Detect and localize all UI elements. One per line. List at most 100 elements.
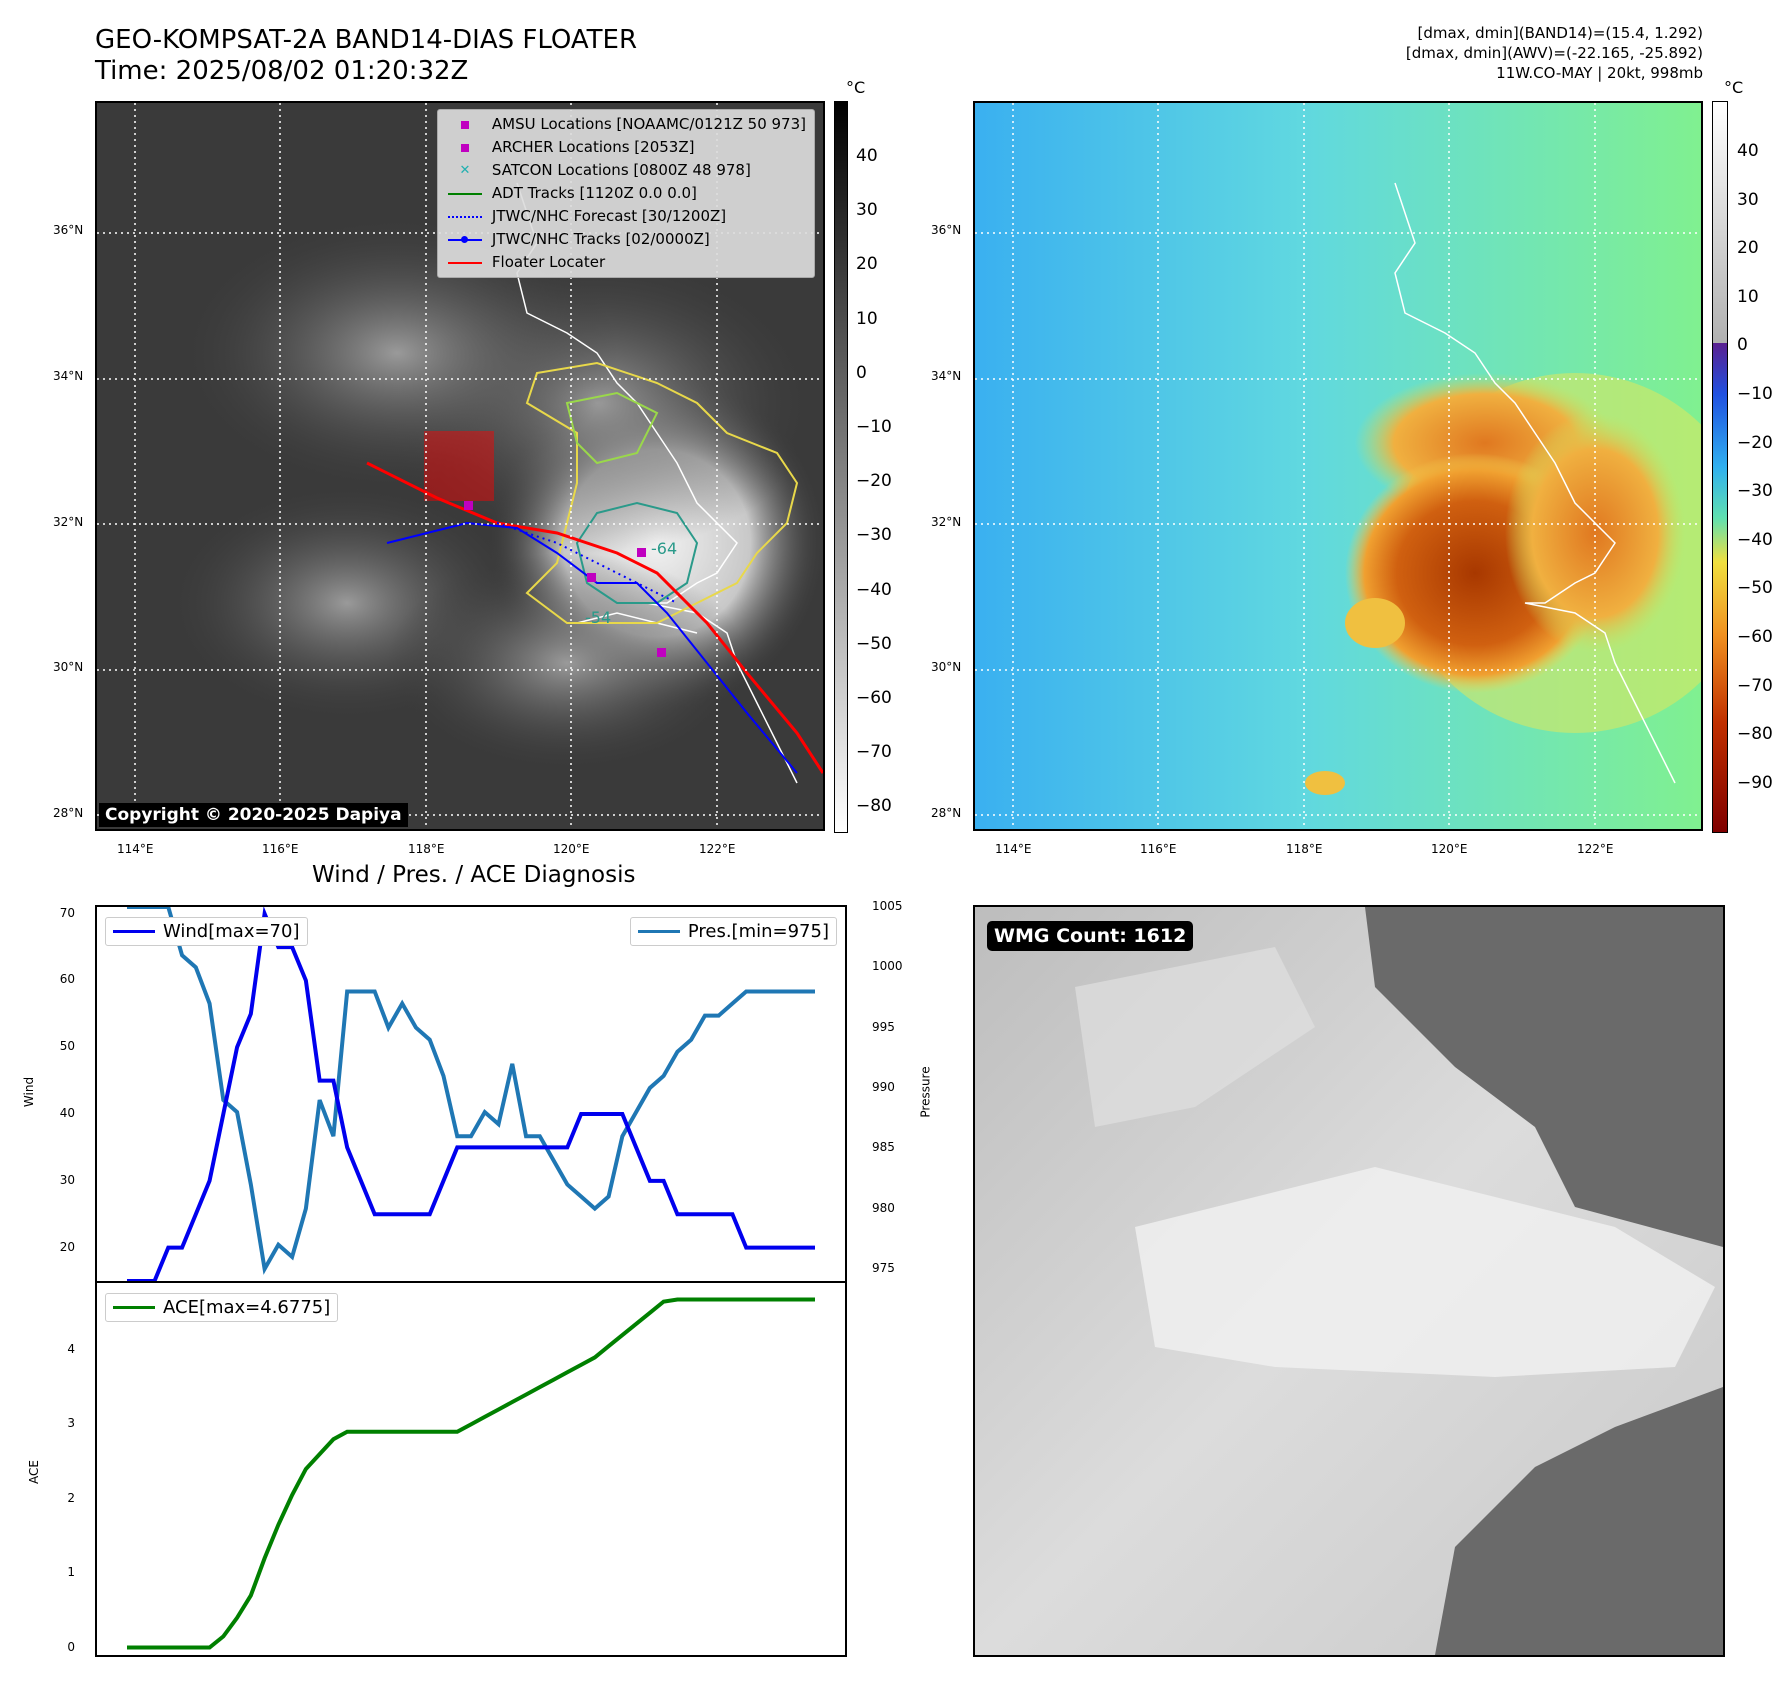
colorbar1-tick-label: −50 — [856, 633, 892, 654]
colorbar1-tick-label: 10 — [856, 308, 878, 329]
ace-chart — [127, 1297, 815, 1650]
ace-axis-label: ACE — [26, 1460, 41, 1484]
legend-label: Floater Locater — [491, 253, 606, 271]
color-map-gridlines — [975, 103, 1701, 829]
contour-label-64: -64 — [651, 539, 678, 558]
lat-label: 32°N — [931, 515, 962, 529]
contour-label-54: -54 — [585, 608, 612, 627]
square-marker-icon — [446, 140, 484, 156]
legend-adt: ADT Tracks [1120Z 0.0 0.0] — [446, 182, 806, 205]
wind-pres-chart — [127, 907, 815, 1281]
lat-label: 30°N — [931, 660, 962, 674]
pressure-axis-label: Pressure — [918, 1066, 933, 1118]
ace-tick-label: 4 — [67, 1341, 75, 1356]
colorbar2-tick-label: −90 — [1737, 772, 1773, 793]
colorbar1-tick-label: −10 — [856, 417, 892, 437]
lon-label: 116°E — [262, 842, 299, 856]
pressure-tick-label: 985 — [872, 1140, 895, 1155]
copyright-badge: Copyright © 2020-2025 Dapiya — [99, 803, 408, 827]
colorbar1-tick-label: −80 — [856, 796, 892, 817]
ace-legend: ACE[max=4.6775] — [105, 1293, 339, 1322]
wind-pres-panel: Wind[max=70] Pres.[min=975] — [95, 905, 847, 1283]
lon-label: 120°E — [1431, 842, 1468, 856]
lat-label: 36°N — [53, 223, 84, 237]
wmg-image — [975, 907, 1723, 1655]
diagnosis-title: Wind / Pres. / ACE Diagnosis — [312, 862, 636, 888]
colorbar2 — [1712, 101, 1728, 833]
lat-label: 32°N — [53, 515, 84, 529]
lon-label: 118°E — [1286, 842, 1323, 856]
colorbar1-tick-label: −40 — [856, 579, 892, 600]
legend-tracks: JTWC/NHC Tracks [02/0000Z] — [446, 228, 806, 251]
lon-label: 122°E — [699, 842, 736, 856]
pressure-series-line — [127, 907, 815, 1275]
x-marker-icon: ✕ — [459, 163, 471, 178]
solid-line-icon — [446, 255, 484, 271]
wind-tick-label: 30 — [59, 1172, 75, 1187]
legend-floater: Floater Locater — [446, 251, 806, 274]
line-icon — [637, 930, 680, 933]
pres-legend: Pres.[min=975] — [629, 917, 837, 946]
legend-archer: ARCHER Locations [2053Z] — [446, 136, 806, 159]
colorbar2-tick-label: −40 — [1737, 529, 1773, 550]
wmg-count-badge: WMG Count: 1612 — [987, 921, 1194, 951]
info-line-1: [dmax, dmin](BAND14)=(15.4, 1.292) — [1417, 24, 1703, 42]
wind-axis-label: Wind — [22, 1076, 37, 1108]
info-line-2: [dmax, dmin](AWV)=(-22.165, -25.892) — [1405, 44, 1703, 62]
wmg-panel: WMG Count: 1612 — [973, 905, 1725, 1657]
lat-label: 28°N — [53, 806, 84, 820]
dotted-line-icon — [446, 209, 484, 225]
pressure-tick-label: 990 — [872, 1079, 895, 1094]
colorbar1-tick-label: 30 — [856, 200, 878, 221]
solid-line-icon — [446, 186, 484, 202]
colorbar1-tick-label: −20 — [856, 471, 892, 492]
colorbar2-unit: °C — [1724, 78, 1744, 97]
pressure-tick-label: 1000 — [872, 959, 903, 974]
legend-label: SATCON Locations [0800Z 48 978] — [491, 161, 751, 179]
lat-label: 28°N — [931, 806, 962, 820]
pressure-tick-label: 975 — [872, 1260, 895, 1275]
colorbar2-tick-label: 20 — [1737, 238, 1759, 259]
legend-label: JTWC/NHC Forecast [30/1200Z] — [491, 207, 727, 225]
wind-tick-label: 50 — [59, 1039, 75, 1054]
pressure-tick-label: 995 — [872, 1019, 895, 1034]
colorbar1-tick-label: −60 — [856, 688, 892, 708]
ace-series-line — [127, 1297, 815, 1650]
legend-forecast: JTWC/NHC Forecast [30/1200Z] — [446, 205, 806, 228]
colorbar2-tick-label: 40 — [1737, 141, 1759, 161]
colorbar2-tick-label: 10 — [1737, 286, 1759, 307]
colorbar2-tick-label: −20 — [1737, 432, 1773, 453]
colorbar2-tick-label: −80 — [1737, 724, 1773, 745]
lon-label: 114°E — [995, 842, 1032, 856]
lon-label: 114°E — [117, 842, 154, 856]
colorbar2-tick-label: −70 — [1737, 675, 1773, 696]
line-dot-icon — [446, 232, 484, 248]
ace-tick-label: 2 — [67, 1490, 75, 1505]
lat-label: 30°N — [53, 660, 84, 674]
colorbar2-tick-label: −30 — [1737, 481, 1773, 502]
colorbar1-tick-label: 20 — [856, 254, 878, 275]
ace-panel: ACE[max=4.6775] — [95, 1281, 847, 1657]
color-map-panel — [973, 101, 1703, 831]
figure-time: Time: 2025/08/02 01:20:32Z — [95, 56, 469, 86]
ace-tick-label: 1 — [67, 1565, 75, 1580]
lon-label: 120°E — [553, 842, 590, 856]
square-marker-icon — [446, 117, 484, 133]
lat-label: 34°N — [931, 369, 962, 383]
ace-tick-label: 0 — [67, 1639, 75, 1654]
lat-label: 34°N — [53, 369, 84, 383]
legend-label: AMSU Locations [NOAAMC/0121Z 50 973] — [491, 115, 806, 133]
colorbar1-tick-label: −30 — [856, 525, 892, 546]
legend-amsu: AMSU Locations [NOAAMC/0121Z 50 973] — [446, 113, 806, 136]
legend-label: JTWC/NHC Tracks [02/0000Z] — [491, 230, 710, 248]
line-icon — [113, 930, 155, 933]
colorbar2-tick-label: 30 — [1737, 189, 1759, 210]
figure-title: GEO-KOMPSAT-2A BAND14-DIAS FLOATER — [95, 25, 638, 55]
colorbar1-tick-label: −70 — [856, 742, 892, 763]
wind-tick-label: 20 — [59, 1239, 75, 1254]
wind-legend: Wind[max=70] — [105, 917, 308, 946]
lon-label: 116°E — [1140, 842, 1177, 856]
wind-tick-label: 70 — [59, 905, 75, 920]
ir-map-panel: -64 -54 AMSU Locations [NOAAMC/0121Z 50 … — [95, 101, 825, 831]
color-map-image — [975, 103, 1701, 829]
